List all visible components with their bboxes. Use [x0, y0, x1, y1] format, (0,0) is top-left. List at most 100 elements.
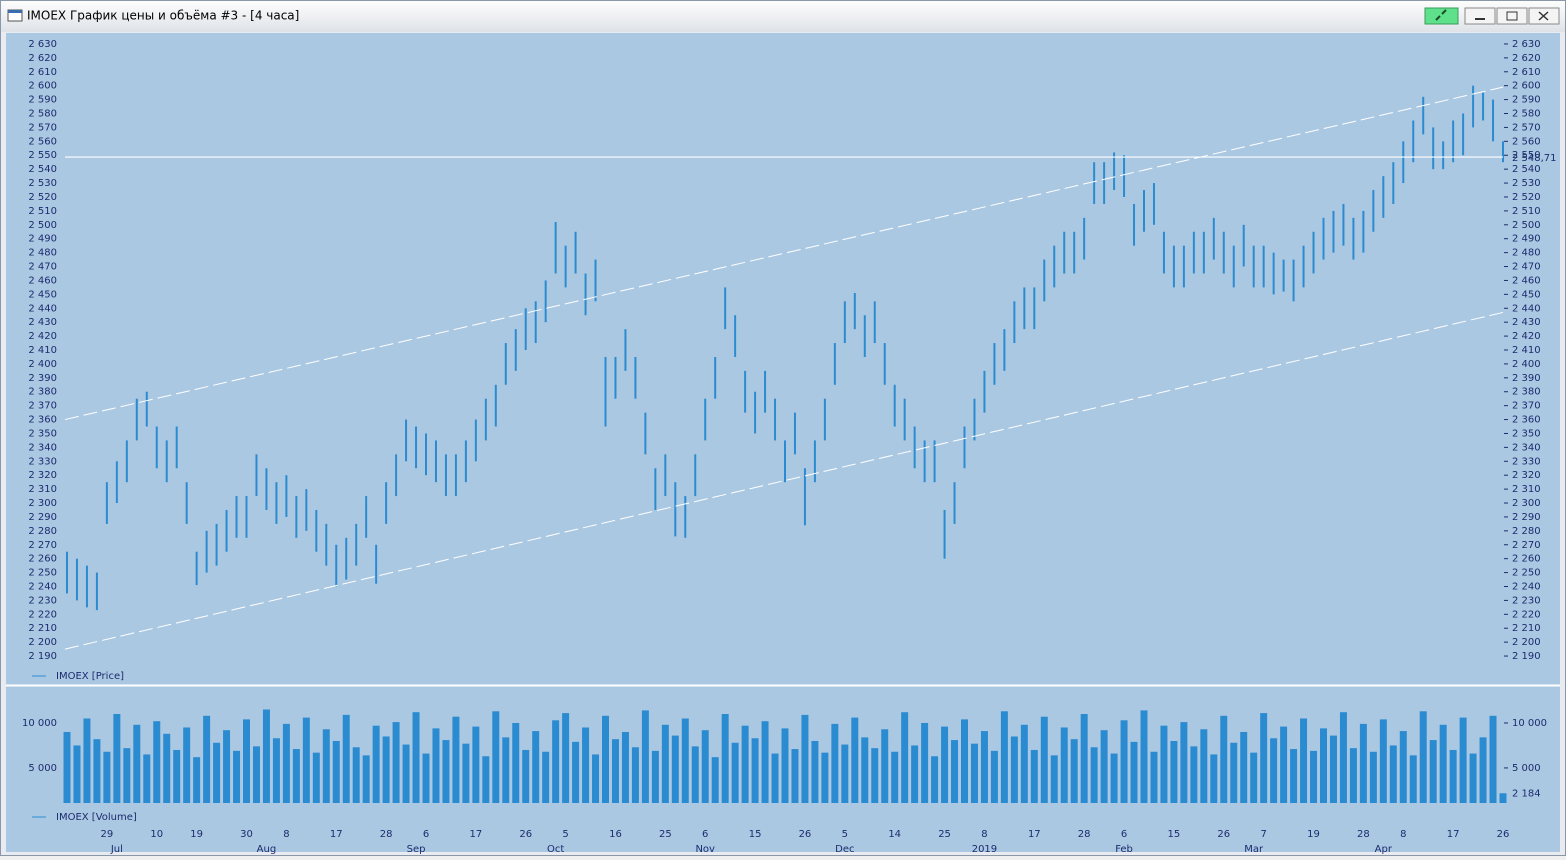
y-tick-label: 2 240	[28, 581, 57, 592]
volume-bar	[562, 713, 570, 803]
y-tick-label: 2 350	[28, 428, 57, 439]
volume-bar	[1170, 740, 1178, 803]
volume-bar	[1459, 717, 1467, 803]
y-tick-label: 2 420	[28, 331, 57, 342]
volume-bar	[412, 712, 420, 803]
y-tick-label: 2 310	[28, 484, 57, 495]
y-tick-label-right: 2 460	[1512, 275, 1541, 286]
x-tick-label: 8	[283, 829, 289, 840]
volume-bar	[990, 750, 998, 803]
volume-bar	[282, 723, 290, 803]
volume-bar	[432, 728, 440, 803]
volume-bar	[701, 730, 709, 803]
volume-bar	[73, 745, 81, 803]
y-tick-label-right: 2 600	[1512, 81, 1541, 92]
link-icon	[1435, 9, 1447, 21]
link-button[interactable]	[1424, 7, 1459, 25]
volume-bar	[1210, 754, 1218, 803]
volume-bar	[771, 753, 779, 803]
y-tick-label: 2 190	[28, 651, 57, 662]
y-tick-label-right: 2 520	[1512, 192, 1541, 203]
x-tick-label: 28	[380, 829, 393, 840]
volume-bar	[233, 750, 241, 803]
y-tick-label: 2 560	[28, 136, 57, 147]
volume-bar	[1240, 731, 1248, 803]
y-tick-label-right: 2 630	[1512, 39, 1541, 50]
window-icon	[7, 9, 23, 22]
y-tick-label: 2 370	[28, 401, 57, 412]
volume-bar	[103, 751, 111, 803]
x-tick-label: 6	[1121, 829, 1127, 840]
y-tick-label-right: 5 000	[1512, 763, 1541, 774]
month-label: Mar	[1244, 844, 1264, 855]
volume-bar	[1379, 719, 1387, 803]
y-tick-label-right: 2 240	[1512, 581, 1541, 592]
volume-bar	[342, 714, 350, 803]
y-tick-label: 2 620	[28, 53, 57, 64]
volume-bar	[542, 751, 550, 803]
volume-bar	[821, 752, 829, 803]
y-tick-label: 2 520	[28, 192, 57, 203]
y-tick-label-right: 2 260	[1512, 554, 1541, 565]
volume-bar	[63, 731, 71, 803]
y-tick-label: 2 470	[28, 262, 57, 273]
volume-bar	[731, 742, 739, 803]
x-tick-label: 17	[1028, 829, 1041, 840]
volume-bar	[123, 748, 131, 803]
y-tick-label: 2 440	[28, 303, 57, 314]
y-tick-label-right: 2 250	[1512, 568, 1541, 579]
y-tick-label: 2 510	[28, 206, 57, 217]
month-label: Jul	[110, 844, 123, 855]
month-label: Oct	[547, 844, 564, 855]
volume-bar	[980, 731, 988, 803]
x-tick-label: 26	[519, 829, 532, 840]
y-tick-label: 2 460	[28, 275, 57, 286]
volume-bar	[1449, 749, 1457, 803]
volume-bar	[901, 712, 909, 803]
legend-label: IMOEX [Price]	[56, 671, 124, 682]
y-tick-label: 2 330	[28, 456, 57, 467]
x-tick-label: 5	[842, 829, 848, 840]
y-tick-label: 2 390	[28, 373, 57, 384]
y-tick-label-right: 2 330	[1512, 456, 1541, 467]
volume-bar	[891, 751, 899, 803]
volume-bar	[143, 754, 151, 803]
y-tick-label: 2 600	[28, 81, 57, 92]
volume-bar	[1499, 793, 1507, 803]
volume-bar	[741, 725, 749, 803]
y-tick-label-right: 2 400	[1512, 359, 1541, 370]
volume-bar	[203, 715, 211, 803]
volume-bar	[811, 740, 819, 803]
restore-button[interactable]	[1496, 7, 1528, 25]
y-tick-label: 5 000	[28, 763, 57, 774]
x-tick-label: 6	[702, 829, 708, 840]
y-tick-label-right: 2 490	[1512, 234, 1541, 245]
x-tick-label: 15	[1168, 829, 1181, 840]
y-tick-label-right: 2 210	[1512, 623, 1541, 634]
volume-bar	[1469, 753, 1477, 803]
y-tick-label: 2 490	[28, 234, 57, 245]
y-tick-label-right: 2 580	[1512, 109, 1541, 120]
volume-bar	[791, 749, 799, 803]
y-tick-label: 2 450	[28, 289, 57, 300]
volume-bar	[881, 729, 889, 803]
volume-bar	[422, 753, 430, 803]
minimize-button[interactable]	[1464, 7, 1496, 25]
volume-bar	[1060, 727, 1068, 803]
volume-bar	[1280, 726, 1288, 803]
x-tick-label: 26	[1497, 829, 1510, 840]
y-tick-label-right: 2 350	[1512, 428, 1541, 439]
volume-bar	[871, 748, 879, 803]
volume-bar	[1419, 711, 1427, 803]
y-tick-label-right: 2 440	[1512, 303, 1541, 314]
y-tick-label-right: 2 540	[1512, 164, 1541, 175]
volume-bar	[1439, 724, 1447, 803]
x-tick-label: 15	[749, 829, 762, 840]
volume-bar	[1120, 720, 1128, 803]
volume-bar	[1409, 755, 1417, 803]
volume-bar	[193, 757, 201, 803]
volume-bar	[691, 746, 699, 803]
x-tick-label: 5	[562, 829, 568, 840]
volume-bar	[223, 730, 231, 803]
y-tick-label: 2 540	[28, 164, 57, 175]
